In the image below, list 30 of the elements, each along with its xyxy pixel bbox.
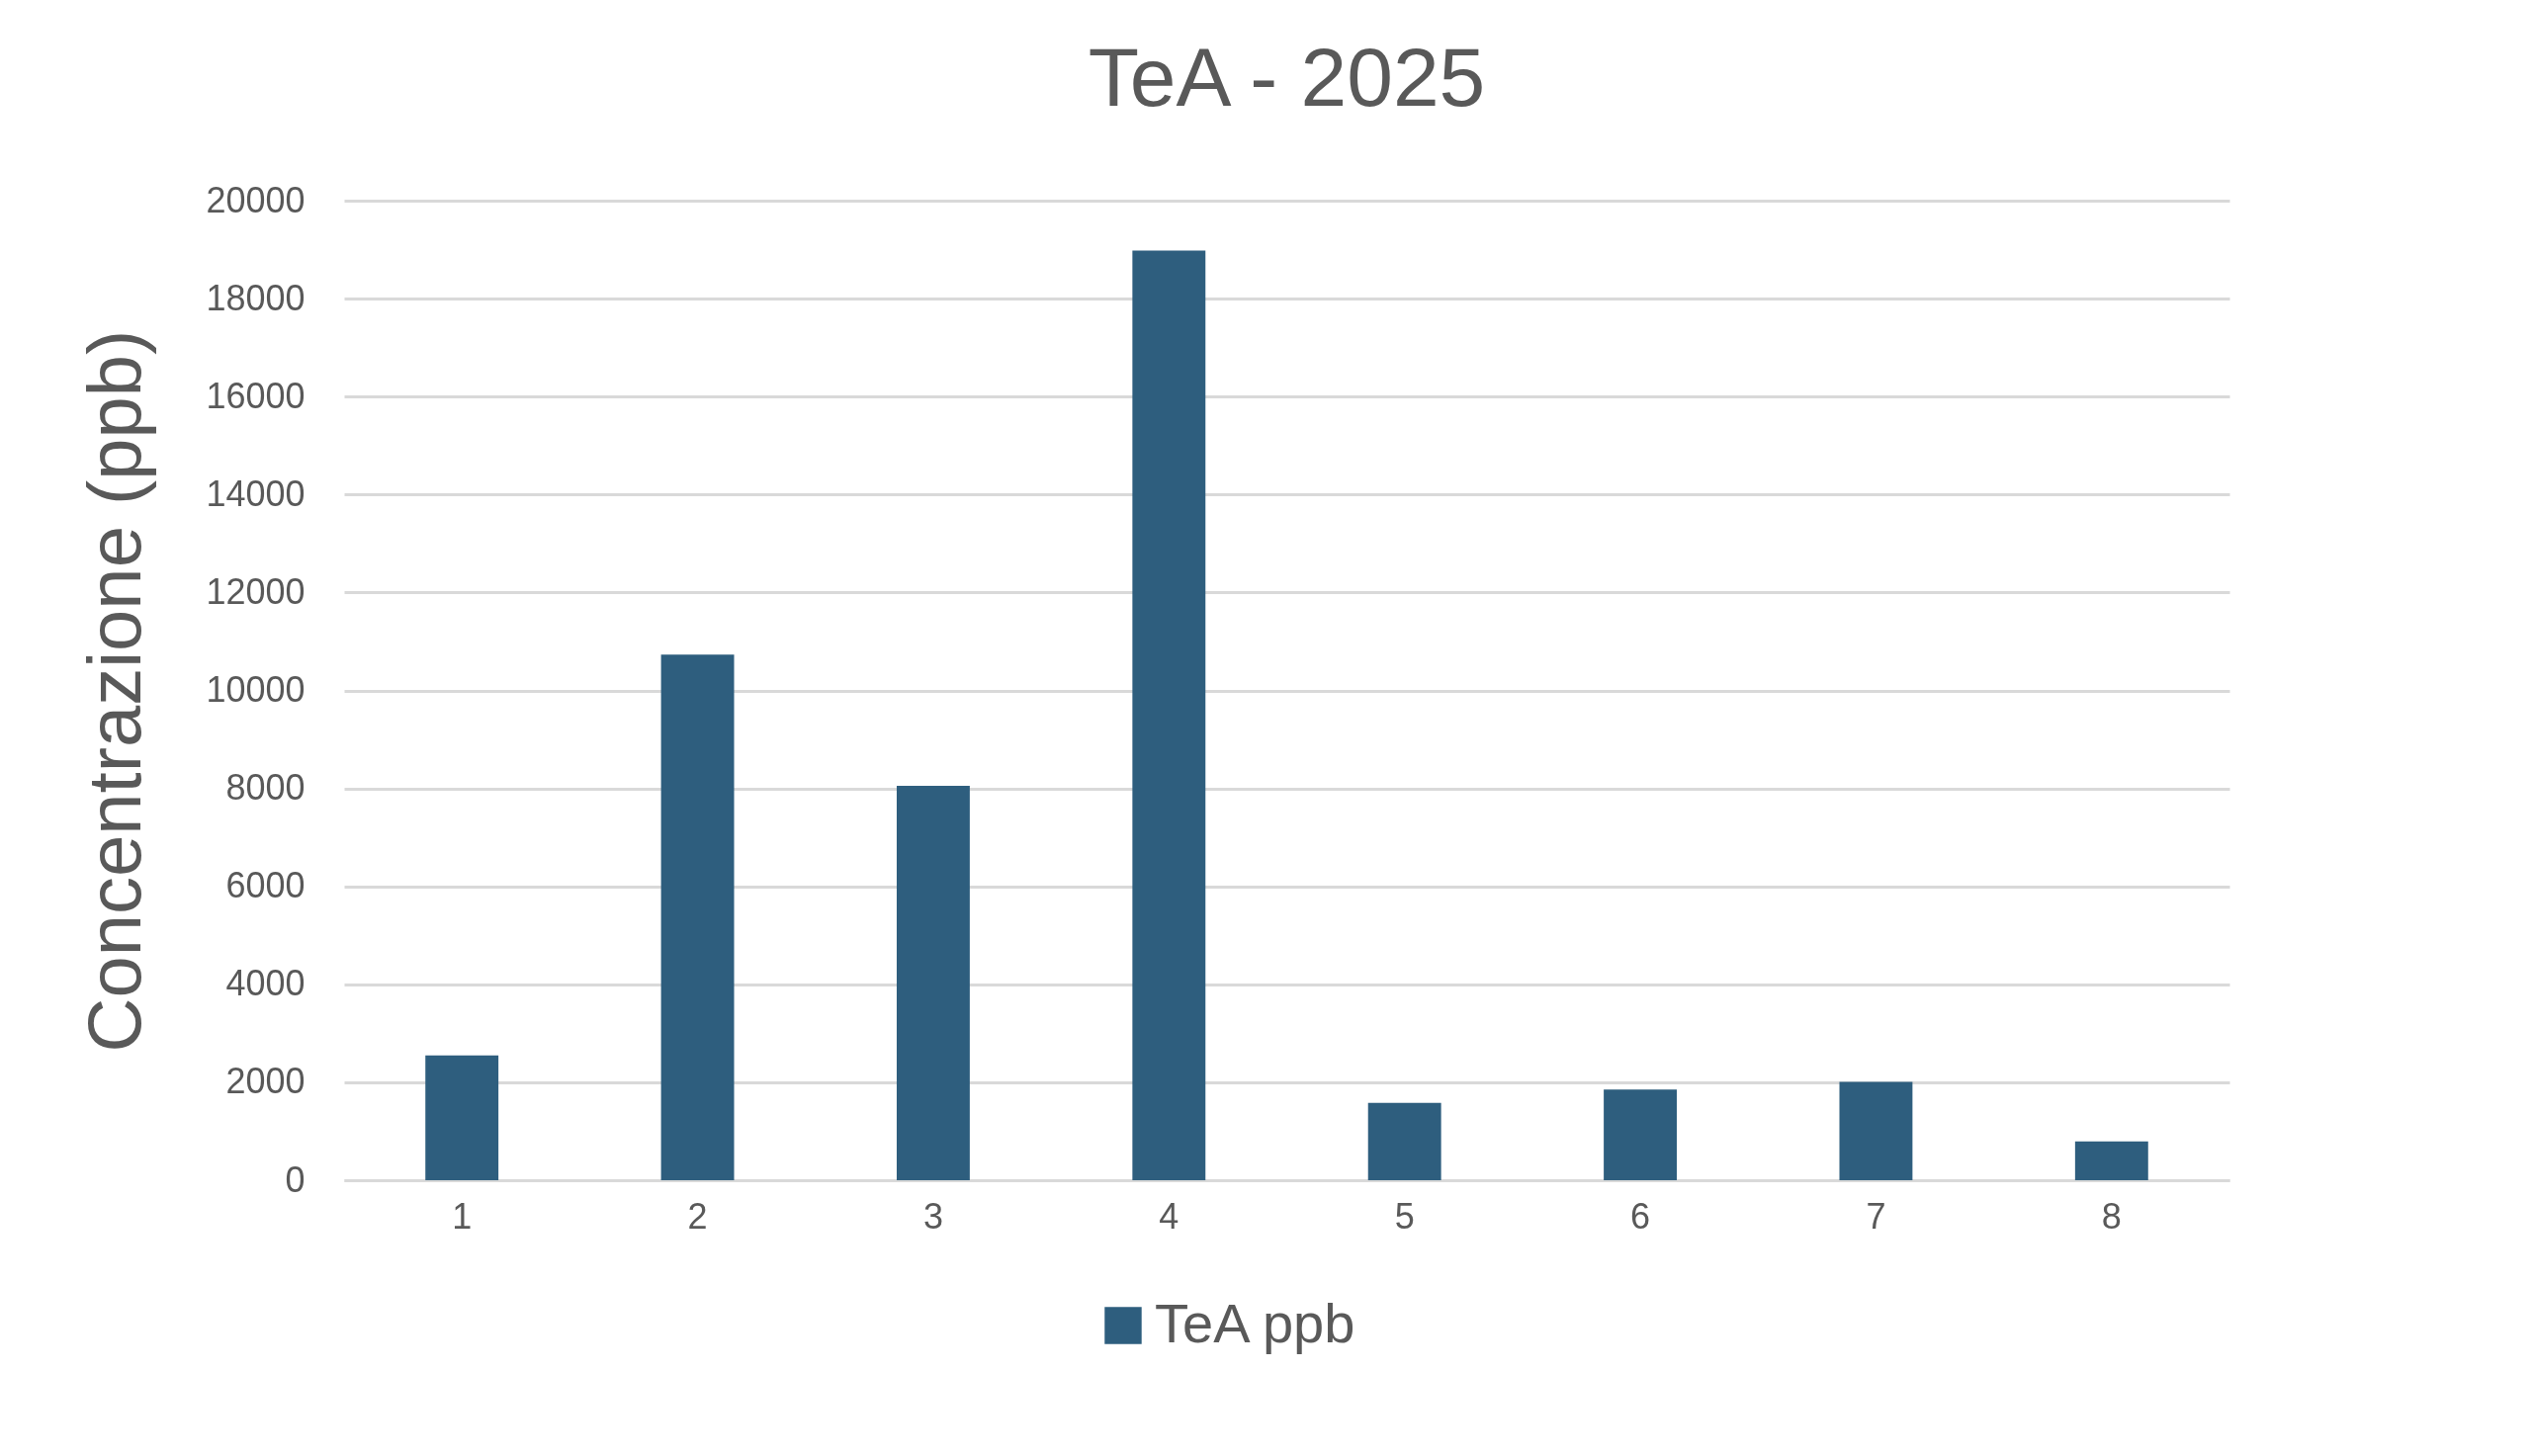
- y-tick-label: 0: [285, 1158, 305, 1200]
- bar: [1604, 1089, 1678, 1180]
- y-tick-label: 14000: [206, 472, 305, 514]
- y-tick-label: 2000: [225, 1061, 305, 1102]
- x-tick-label: 5: [1394, 1195, 1415, 1237]
- y-axis-title: Concentrazione (ppb): [72, 329, 157, 1053]
- y-tick-label: 18000: [206, 277, 305, 318]
- y-tick-label: 10000: [206, 669, 305, 710]
- x-tick-label: 3: [922, 1195, 943, 1237]
- bar: [2074, 1141, 2148, 1180]
- y-tick-label: 20000: [206, 179, 305, 220]
- bar: [1132, 250, 1206, 1180]
- x-tick-label: 6: [1630, 1195, 1651, 1237]
- bar: [896, 786, 970, 1180]
- y-tick-label: 16000: [206, 375, 305, 416]
- y-tick-label: 8000: [225, 767, 305, 809]
- chart-title: TeA - 2025: [1088, 31, 1486, 124]
- bar: [1839, 1081, 1913, 1180]
- x-tick-label: 7: [1866, 1195, 1886, 1237]
- y-tick-label: 4000: [225, 963, 305, 1004]
- x-tick-label: 8: [2101, 1195, 2122, 1237]
- bar: [660, 654, 735, 1180]
- x-tick-label: 2: [687, 1195, 708, 1237]
- y-tick-label: 12000: [206, 570, 305, 612]
- x-tick-label: 1: [452, 1195, 473, 1237]
- bar: [1367, 1102, 1441, 1180]
- legend-label: TeA ppb: [1155, 1292, 1355, 1354]
- bar: [425, 1055, 499, 1180]
- x-tick-label: 4: [1159, 1195, 1179, 1237]
- y-tick-label: 6000: [225, 865, 305, 906]
